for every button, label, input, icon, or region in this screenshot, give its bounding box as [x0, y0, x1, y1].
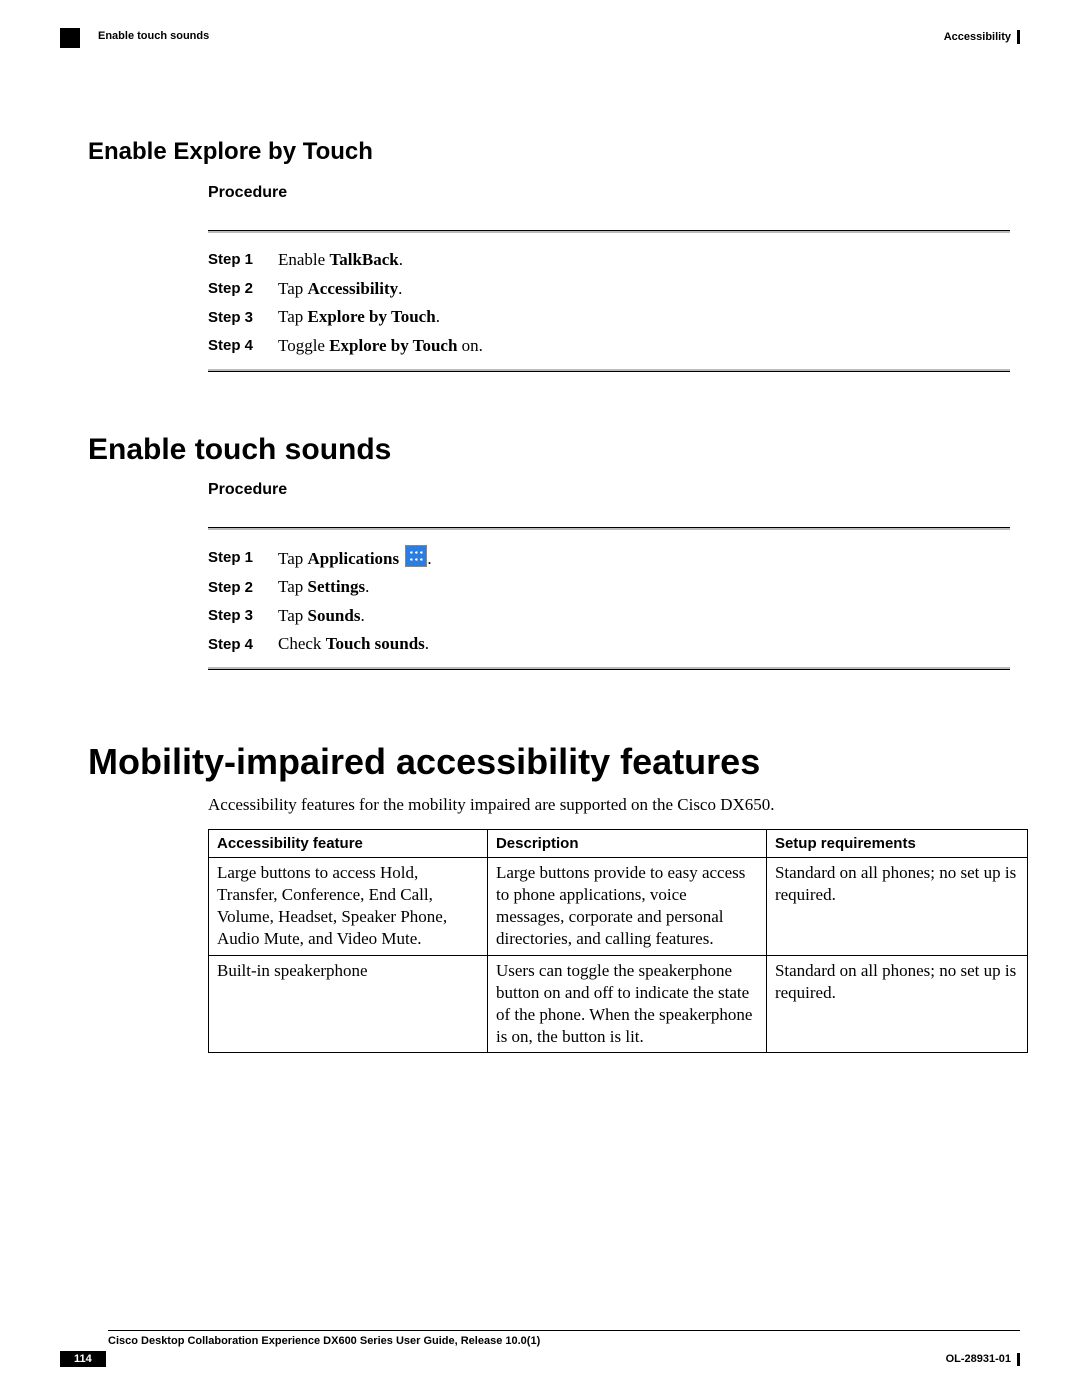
step-bold-term: Sounds — [308, 606, 361, 625]
steps-list-1: Step 1Enable TalkBack.Step 2Tap Accessib… — [208, 248, 1010, 359]
step-bold-term: TalkBack — [329, 250, 398, 269]
step-label: Step 4 — [208, 634, 278, 656]
page-header: Enable touch sounds Accessibility — [60, 30, 1020, 48]
step-text: Tap Accessibility. — [278, 277, 402, 302]
procedure-block-1: Procedure Step 1Enable TalkBack.Step 2Ta… — [208, 184, 1010, 373]
table-cell: Large buttons provide to easy access to … — [487, 858, 766, 955]
heading-mobility-impaired: Mobility-impaired accessibility features — [88, 741, 1010, 783]
procedure-label-1: Procedure — [208, 184, 1010, 202]
footer-doc-id-area: OL-28931-01 — [946, 1353, 1020, 1366]
step-text: Tap Settings. — [278, 575, 369, 600]
heading-enable-explore-by-touch: Enable Explore by Touch — [88, 138, 1010, 166]
col-header-feature: Accessibility feature — [209, 830, 488, 858]
step-bold-term: Explore by Touch — [308, 307, 436, 326]
step-row: Step 2Tap Accessibility. — [208, 277, 1010, 302]
header-divider-icon — [1017, 30, 1020, 44]
table-cell: Built-in speakerphone — [209, 955, 488, 1052]
step-row: Step 1Tap Applications . — [208, 545, 1010, 572]
step-text: Tap Explore by Touch. — [278, 305, 440, 330]
page-footer: Cisco Desktop Collaboration Experience D… — [60, 1330, 1020, 1367]
procedure-block-2: Procedure Step 1Tap Applications .Step 2… — [208, 481, 1010, 672]
step-row: Step 1Enable TalkBack. — [208, 248, 1010, 273]
step-bold-term: Explore by Touch — [329, 336, 457, 355]
footer-doc-id: OL-28931-01 — [946, 1353, 1011, 1365]
step-text: Toggle Explore by Touch on. — [278, 334, 483, 359]
step-text: Check Touch sounds. — [278, 632, 429, 657]
table-row: Large buttons to access Hold, Transfer, … — [209, 858, 1028, 955]
step-bold-term: Accessibility — [308, 279, 399, 298]
steps-list-2: Step 1Tap Applications .Step 2Tap Settin… — [208, 545, 1010, 658]
step-label: Step 4 — [208, 335, 278, 357]
page-number: 114 — [60, 1351, 106, 1367]
step-label: Step 2 — [208, 577, 278, 599]
breadcrumb: Enable touch sounds — [98, 30, 209, 42]
procedure-label-2: Procedure — [208, 481, 1010, 499]
applications-icon — [405, 545, 427, 567]
step-bold-term: Applications — [308, 549, 400, 568]
step-label: Step 2 — [208, 278, 278, 300]
table-cell: Large buttons to access Hold, Transfer, … — [209, 858, 488, 955]
rule-bottom-1 — [208, 369, 1010, 373]
table-cell: Standard on all phones; no set up is req… — [766, 858, 1027, 955]
table-cell: Standard on all phones; no set up is req… — [766, 955, 1027, 1052]
header-left: Enable touch sounds — [60, 30, 209, 48]
step-text: Tap Sounds. — [278, 604, 365, 629]
footer-rule — [108, 1330, 1020, 1331]
table-cell: Users can toggle the speakerphone button… — [487, 955, 766, 1052]
chapter-text: Accessibility — [944, 31, 1011, 43]
main-content: Enable Explore by Touch Procedure Step 1… — [60, 138, 1020, 1053]
step-label: Step 1 — [208, 547, 278, 569]
rule-top-2 — [208, 527, 1010, 531]
table-header-row: Accessibility feature Description Setup … — [209, 830, 1028, 858]
rule-top-1 — [208, 230, 1010, 234]
col-header-description: Description — [487, 830, 766, 858]
step-label: Step 1 — [208, 249, 278, 271]
step-label: Step 3 — [208, 307, 278, 329]
step-label: Step 3 — [208, 605, 278, 627]
header-marker-icon — [60, 28, 80, 48]
step-row: Step 3Tap Sounds. — [208, 604, 1010, 629]
footer-page-area: 114 — [60, 1351, 106, 1367]
footer-divider-icon — [1017, 1353, 1020, 1366]
chapter-label: Accessibility — [944, 30, 1020, 44]
table-row: Built-in speakerphoneUsers can toggle th… — [209, 955, 1028, 1052]
footer-doc-title: Cisco Desktop Collaboration Experience D… — [108, 1335, 540, 1347]
footer-left: Cisco Desktop Collaboration Experience D… — [60, 1335, 540, 1347]
step-bold-term: Settings — [308, 577, 366, 596]
step-row: Step 4Check Touch sounds. — [208, 632, 1010, 657]
intro-paragraph: Accessibility features for the mobility … — [208, 795, 1010, 815]
col-header-setup: Setup requirements — [766, 830, 1027, 858]
accessibility-feature-table: Accessibility feature Description Setup … — [208, 829, 1028, 1053]
step-row: Step 4Toggle Explore by Touch on. — [208, 334, 1010, 359]
step-row: Step 3Tap Explore by Touch. — [208, 305, 1010, 330]
heading-enable-touch-sounds: Enable touch sounds — [88, 433, 1010, 467]
step-text: Tap Applications . — [278, 545, 432, 572]
page: Enable touch sounds Accessibility Enable… — [0, 0, 1080, 1397]
step-text: Enable TalkBack. — [278, 248, 403, 273]
rule-bottom-2 — [208, 667, 1010, 671]
step-bold-term: Touch sounds — [326, 634, 425, 653]
step-row: Step 2Tap Settings. — [208, 575, 1010, 600]
